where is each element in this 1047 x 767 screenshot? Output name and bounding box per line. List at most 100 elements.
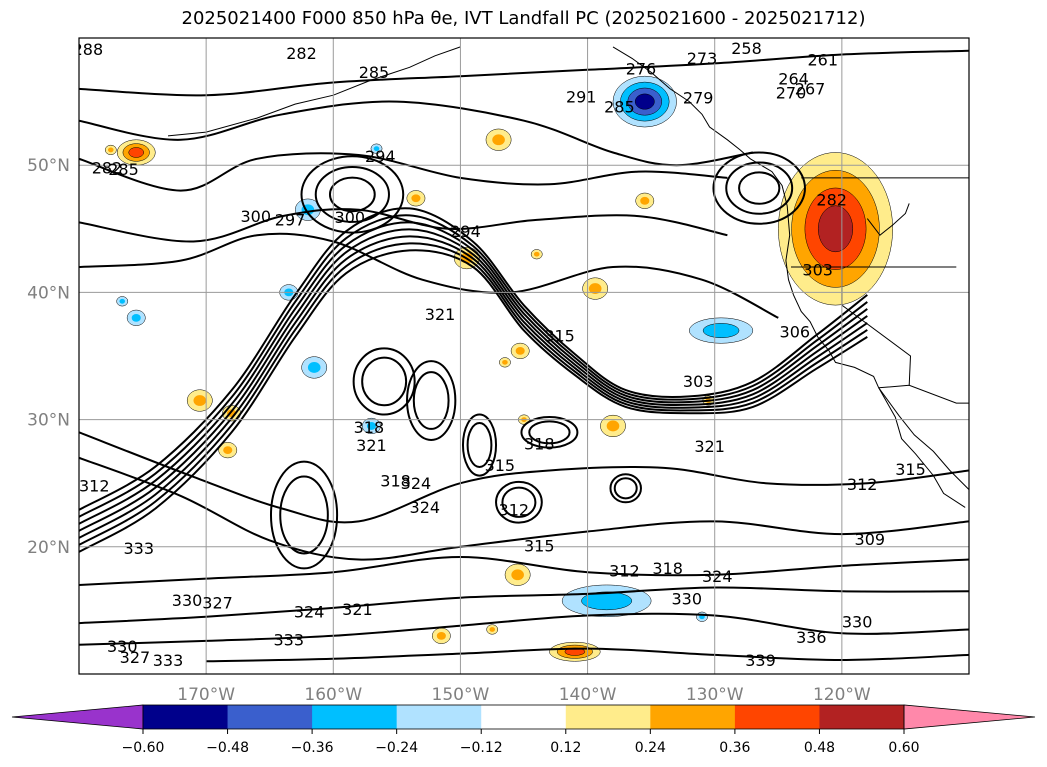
contour-label: 300 — [240, 207, 271, 226]
contour-label: 333 — [123, 539, 154, 558]
shade-aleutian-positive-2 — [128, 147, 144, 158]
contour-label: 312 — [79, 477, 110, 496]
contour-label: 312 — [609, 562, 640, 581]
contour-label: 282 — [816, 190, 847, 209]
contour-label: 285 — [604, 97, 635, 116]
shade-spot-core — [366, 422, 376, 430]
lat-tick-label: 30°N — [27, 411, 70, 431]
contour-label: 285 — [108, 160, 139, 179]
shade-spot-core — [492, 134, 505, 146]
contour-label: 315 — [895, 460, 926, 479]
contour-line — [79, 431, 969, 524]
shade-spot-core — [119, 298, 126, 304]
shade-spot-core — [193, 395, 207, 406]
colorbar-tick-label: 0.12 — [550, 740, 581, 756]
contour-jet — [79, 242, 868, 546]
national-border — [878, 384, 969, 404]
contour-label: 330 — [842, 613, 873, 632]
colorbar-segment — [819, 705, 905, 729]
state-border — [866, 203, 910, 236]
contour-label: 270 — [776, 83, 807, 102]
lat-tick-label: 50°N — [27, 156, 70, 176]
contour-label: 339 — [745, 651, 776, 670]
contour-label: 324 — [410, 498, 441, 517]
contour-jet — [79, 228, 868, 532]
shade-spot-core — [502, 359, 508, 365]
contour-label: 288 — [73, 40, 104, 59]
gridline-layer — [79, 38, 969, 674]
contour-label: 330 — [172, 591, 203, 610]
contour-loop — [361, 356, 408, 407]
contour-loop — [501, 486, 537, 518]
contour-loop — [300, 155, 405, 234]
contour-line — [79, 586, 969, 625]
contour-label: 282 — [92, 159, 123, 178]
contour-loop — [412, 371, 450, 430]
lat-tick-label: 20°N — [27, 538, 70, 558]
lon-tick-label: 140°W — [559, 685, 617, 705]
contour-loop — [269, 460, 339, 570]
shade-spot-core — [436, 631, 446, 640]
contour-label: 318 — [524, 435, 555, 454]
contour-line — [79, 208, 728, 243]
shade-offshore-california-negative-1 — [702, 323, 740, 338]
colorbar-extend-min — [11, 704, 144, 730]
contour-label: 294 — [365, 147, 396, 166]
contour-label: 273 — [687, 49, 718, 68]
contour-loop — [725, 161, 794, 215]
contour-loop — [328, 176, 376, 213]
contour-loop — [738, 171, 781, 205]
shade-subtropical-negative-1 — [581, 591, 633, 611]
colorbar-segment — [312, 705, 398, 729]
contour-label: 333 — [274, 630, 305, 649]
contour-line — [79, 555, 969, 586]
shade-spot-core — [307, 362, 321, 373]
contour-label: 312 — [847, 475, 878, 494]
contour-label: 330 — [671, 590, 702, 609]
contour-line — [79, 49, 969, 97]
shade-pacific-northwest-positive-3 — [817, 205, 854, 253]
colorbar-frame — [142, 704, 905, 730]
contour-label: 315 — [544, 326, 575, 345]
contour-loop — [466, 422, 493, 469]
colorbar-segment — [396, 705, 482, 729]
contour-line — [79, 232, 779, 319]
colorbar-segment — [734, 705, 820, 729]
shading-layer — [104, 75, 893, 662]
contour-line — [79, 456, 969, 561]
shade-spot-core — [515, 347, 525, 355]
contour-label: 303 — [683, 372, 714, 391]
contour-label: 321 — [342, 600, 373, 619]
colorbar-segment — [650, 705, 736, 729]
shade-spot-core — [606, 420, 620, 432]
latitude-tick-labels: 50°N 40°N 30°N 20°N — [27, 156, 70, 558]
contour-loop — [461, 413, 498, 477]
colorbar-tick-label: −0.24 — [375, 740, 418, 756]
contour-label: 267 — [795, 80, 826, 99]
lon-tick-label: 150°W — [432, 685, 490, 705]
contour-label: 300 — [335, 208, 366, 227]
contour-loop — [352, 347, 416, 416]
contour-label: 318 — [354, 418, 385, 437]
map-frame — [78, 37, 970, 675]
contour-label: 324 — [401, 474, 432, 493]
shade-spot-core — [533, 251, 540, 257]
contour-label: 306 — [780, 323, 811, 342]
contour-jet — [79, 249, 868, 553]
shade-spot-core — [640, 196, 650, 205]
contour-label: 297 — [275, 211, 306, 230]
contour-label: 327 — [202, 594, 233, 613]
colorbar-tick-label: −0.12 — [460, 740, 503, 756]
lon-tick-label: 170°W — [177, 685, 235, 705]
shade-spot-core — [373, 146, 380, 152]
chart-title: 2025021400 F000 850 hPa θe, IVT Landfall… — [181, 8, 866, 29]
colorbar-segment — [481, 705, 567, 729]
colorbar-extend-max — [903, 704, 1036, 730]
contour-jet — [79, 214, 868, 518]
shade-spot-core — [588, 283, 602, 294]
contour-line — [79, 100, 754, 167]
colorbar: −0.60 −0.48 −0.36 −0.24 −0.12 0.12 0.24 0.36 0.4… — [11, 704, 1036, 756]
contour-label: 279 — [683, 89, 714, 108]
contour-jet — [79, 221, 868, 525]
